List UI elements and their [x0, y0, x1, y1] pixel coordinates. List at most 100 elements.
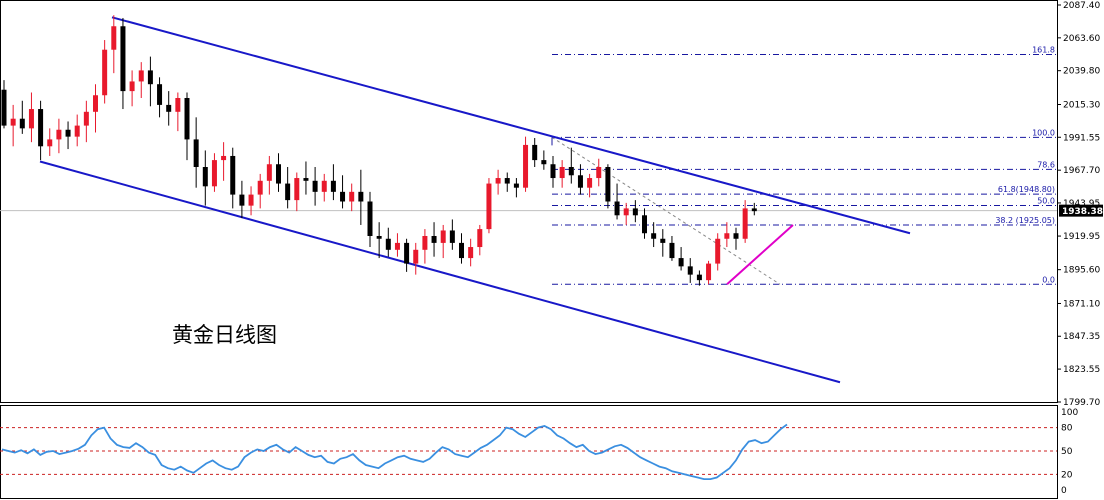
candle-down [65, 129, 71, 137]
candle-up [523, 144, 529, 188]
candle-up [28, 109, 34, 129]
candle-down [751, 208, 757, 212]
support-trend-line [726, 224, 794, 286]
last-price-box [1059, 204, 1103, 217]
candle-down [651, 233, 657, 239]
candle-up [294, 178, 300, 201]
candle-down [614, 201, 620, 216]
candle-down [147, 70, 153, 85]
candle-up [248, 194, 254, 206]
rsi-panel-border [0, 405, 1058, 499]
candle-down [504, 178, 510, 184]
candle-up [706, 263, 712, 281]
candle-down [367, 201, 373, 236]
candle-up [394, 242, 400, 250]
candle-up [495, 178, 501, 184]
price-tick-label: 1943.95 [1063, 199, 1100, 209]
candle-down [669, 242, 675, 259]
candle-up [138, 70, 144, 82]
candle-up [93, 95, 98, 112]
candle-up [349, 191, 355, 202]
candle-down [385, 238, 391, 250]
fib-level-label: 38.2 (1925.05) [995, 216, 1055, 225]
candle-up [221, 155, 227, 161]
candle-up [486, 183, 492, 230]
rsi-tick-label: 20 [1061, 470, 1073, 480]
price-panel: 2087.40 2063.60 2039.80 2015.30 1991.55 1967.… [0, 0, 1103, 408]
price-tick-label: 2087.40 [1063, 1, 1100, 11]
channel-lower-line [39, 160, 841, 384]
candle-down [568, 167, 574, 176]
price-tick-label: 1823.55 [1063, 365, 1100, 375]
candle-down [230, 155, 236, 195]
candle-up [211, 160, 217, 187]
candle-up [422, 235, 428, 250]
candle-up [596, 167, 602, 179]
fib-level-label: 50.0 [1037, 197, 1055, 206]
candle-down [733, 233, 739, 239]
candle-up [623, 208, 629, 216]
candle-down [330, 180, 336, 192]
candle-up [413, 249, 419, 264]
candle-down [285, 183, 291, 201]
candle-up [321, 180, 327, 192]
candle-up [47, 139, 53, 147]
fib-level-label: 0.0 [1042, 275, 1055, 284]
candle-up [56, 129, 62, 140]
candle-up [266, 164, 272, 181]
candle-up [468, 247, 474, 259]
rsi-line [1, 423, 788, 481]
rsi-tick-label: 50 [1061, 447, 1073, 457]
candle-down [532, 144, 538, 161]
fib-level-label: 161.8 [1032, 46, 1055, 55]
candle-down [157, 84, 163, 105]
candle-down [605, 167, 611, 202]
candle-up [111, 26, 117, 50]
candle-up [257, 180, 263, 195]
candle-up [559, 167, 565, 179]
channel-upper-line [111, 16, 911, 235]
candle-down [19, 118, 25, 129]
candle-down [513, 183, 519, 188]
candle-down [358, 191, 364, 202]
candle-down [696, 274, 702, 281]
candle-down [38, 109, 44, 147]
candle-up [83, 111, 89, 126]
candle-down [632, 208, 638, 216]
candle-up [587, 178, 593, 188]
price-tick-label: 2039.80 [1063, 67, 1100, 77]
rsi-panel: 100 80 50 20 0 [0, 405, 1078, 499]
candle-down [687, 266, 693, 275]
price-tick-label: 2015.30 [1063, 100, 1100, 110]
last-price-label: 1938.38 [1062, 207, 1103, 217]
candle-down [678, 258, 684, 267]
candle-up [724, 233, 730, 239]
candle-down [1, 89, 7, 126]
fib-level-label: 100.0 [1032, 128, 1055, 137]
candle-up [175, 98, 181, 112]
rsi-tick-label: 0 [1061, 486, 1067, 496]
candle-down [340, 191, 346, 202]
candle-up [742, 208, 748, 239]
candle-down [431, 235, 437, 243]
candle-down [577, 175, 583, 188]
price-tick-label: 1991.55 [1063, 133, 1100, 143]
chart-title: 黄金日线图 [172, 323, 277, 347]
candle-down [449, 230, 455, 243]
candle-up [74, 125, 80, 137]
price-tick-label: 1871.10 [1063, 299, 1100, 309]
candle-down [376, 235, 382, 239]
candle-up [10, 118, 16, 126]
price-tick-label: 1799.70 [1063, 398, 1100, 408]
candle-down [660, 238, 666, 243]
candle-down [459, 242, 464, 259]
rsi-tick-label: 80 [1061, 424, 1073, 434]
candle-up [477, 229, 483, 248]
candle-down [303, 178, 309, 181]
candle-down [642, 215, 647, 234]
candle-up [715, 238, 721, 264]
candle-down [202, 167, 208, 187]
candle-up [440, 230, 446, 243]
candle-down [541, 160, 547, 165]
